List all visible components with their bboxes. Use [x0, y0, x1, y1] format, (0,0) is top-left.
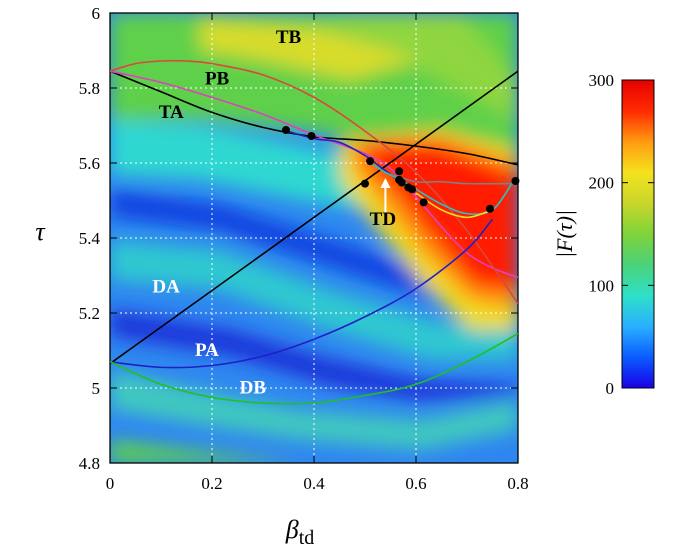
x-tick-label: 0.2 [201, 474, 222, 493]
heatmap-band-bottom [110, 440, 300, 463]
y-axis-title: τ [35, 217, 46, 246]
colorbar-ticks: 0 100 200 300 [589, 71, 654, 398]
data-point [307, 132, 316, 140]
data-point [366, 157, 375, 166]
colorbar: 0 100 200 300 |F(τ)| [552, 71, 655, 398]
curve-tb [110, 59, 518, 305]
colorbar-tick-label: 100 [589, 276, 615, 295]
y-tick-label: 5 [92, 379, 101, 398]
curve-db [110, 332, 518, 405]
curve-label-ta: TA [159, 102, 184, 123]
curve-pb [110, 70, 518, 279]
grid [110, 13, 518, 463]
curve-label-tb: TB [276, 27, 302, 48]
x-ticks: 0 0.2 0.4 0.6 0.8 [106, 13, 529, 493]
x-axis-title-main: β [285, 515, 299, 544]
colorbar-label: |F(τ)| [552, 210, 577, 258]
x-tick-label: 0 [106, 474, 115, 493]
curve-label-td: TD [370, 209, 396, 230]
colorbar-tick-label: 0 [606, 379, 615, 398]
heatmap-band-yellow [200, 20, 420, 80]
y-tick-label: 5.6 [79, 154, 100, 173]
curve-branch [390, 173, 513, 185]
x-axis-title: βtd [285, 515, 315, 549]
data-point [419, 198, 428, 207]
curve-label-da: DA [152, 276, 180, 297]
colorbar-tick-label: 300 [589, 71, 615, 90]
y-tick-label: 6 [92, 4, 101, 23]
y-tick-label: 4.8 [79, 454, 100, 473]
data-point [361, 179, 369, 188]
data-points [281, 126, 520, 213]
data-point [511, 177, 520, 185]
heatmap-band-dark2 [110, 310, 518, 400]
x-tick-label: 0.4 [303, 474, 325, 493]
y-ticks: 4.8 5 5.2 5.4 5.6 5.8 6 [79, 4, 518, 473]
y-tick-label: 5.2 [79, 304, 100, 323]
data-point [397, 178, 406, 187]
curve-labels: TB PB TA TD DA PA DB [152, 27, 396, 399]
curve-pa [110, 218, 494, 369]
y-tick-label: 5.8 [79, 79, 100, 98]
curve-label-pa: PA [195, 340, 219, 361]
colorbar-tick-label: 200 [589, 174, 615, 193]
arrow [380, 178, 391, 214]
y-tick-label: 5.4 [79, 229, 101, 248]
arrow-head [380, 178, 391, 188]
data-point [485, 204, 494, 213]
curve-label-db: DB [240, 378, 267, 399]
x-tick-label: 0.6 [405, 474, 426, 493]
data-point [281, 126, 290, 134]
x-tick-label: 0.8 [507, 474, 528, 493]
data-point [395, 167, 404, 176]
data-point [407, 185, 416, 194]
curve-label-pb: PB [205, 68, 230, 89]
x-axis-title-sub: td [299, 527, 315, 549]
colorbar-rect [621, 79, 655, 389]
curve-da [110, 70, 518, 365]
